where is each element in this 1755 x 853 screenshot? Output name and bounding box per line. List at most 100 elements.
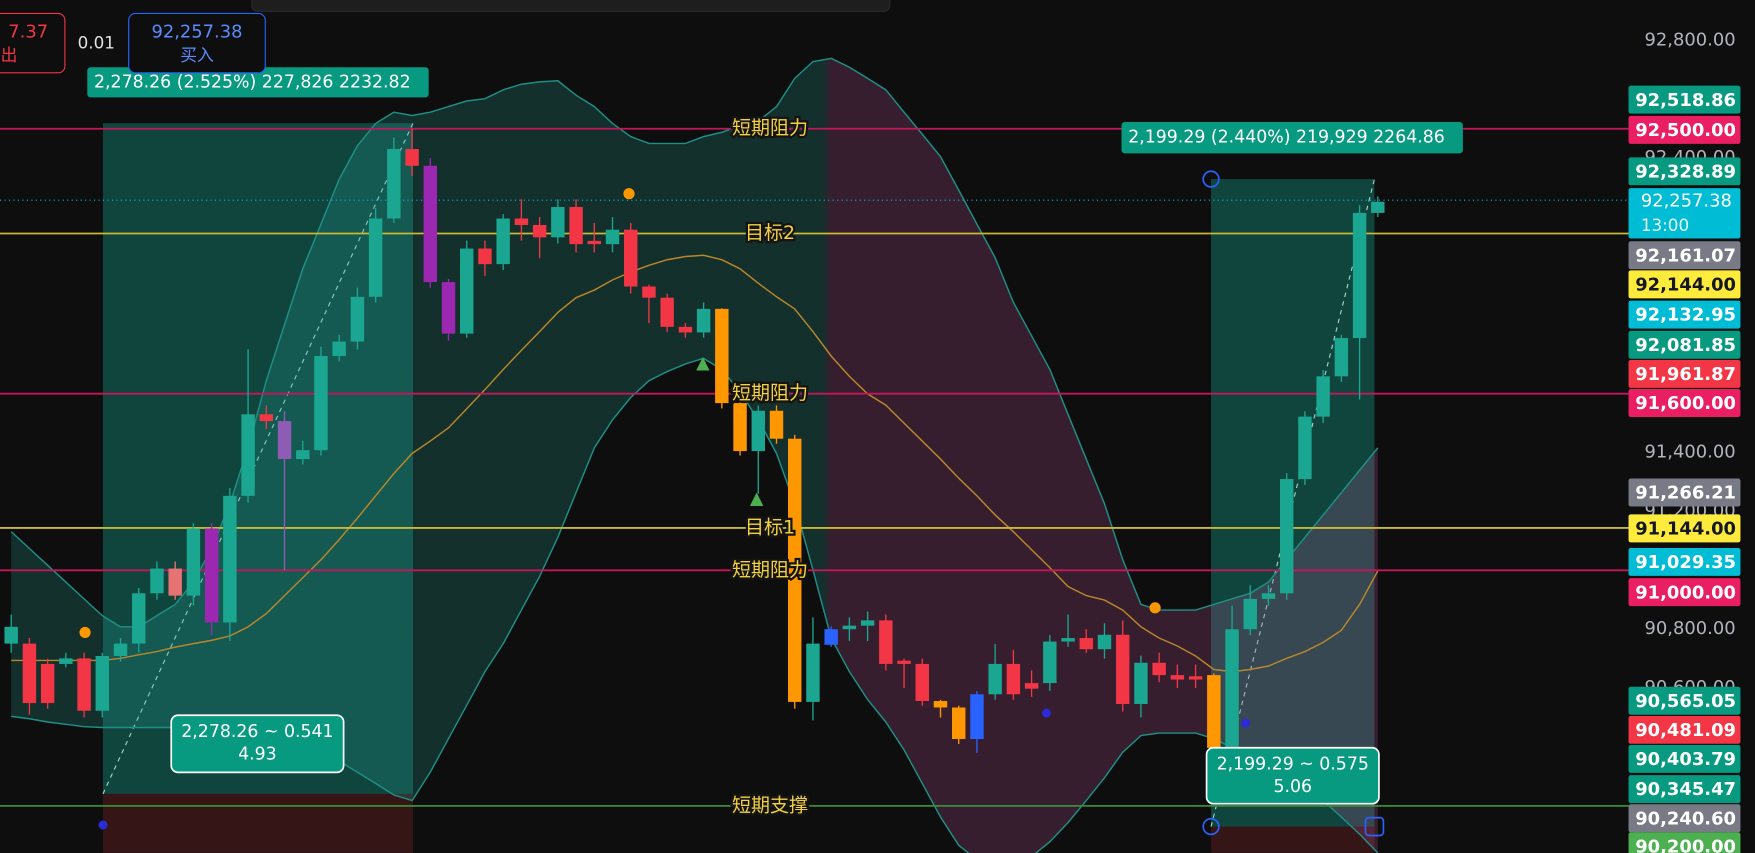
signal-triangle	[696, 357, 710, 371]
price-tag-label: 91,600.00	[1635, 393, 1736, 414]
candle-body	[788, 438, 802, 702]
candle-body	[678, 326, 693, 333]
candle-body	[1061, 638, 1075, 642]
price-tag	[1628, 514, 1741, 543]
price-tag-label: 90,481.09	[1635, 720, 1736, 741]
candle-body	[824, 629, 838, 645]
price-tag-label: 92,518.86	[1635, 90, 1736, 111]
candle-body	[460, 248, 474, 334]
candle-body	[1261, 593, 1276, 599]
candle-body	[168, 568, 182, 596]
candle-body	[1152, 662, 1166, 676]
candle-body	[806, 643, 820, 702]
candle-body	[1024, 683, 1039, 689]
price-tag	[1628, 715, 1741, 744]
price-tag	[1628, 300, 1741, 329]
price-tag	[1628, 241, 1741, 270]
last-price-label: 92,257.38	[1641, 191, 1732, 212]
last-price-tag	[1628, 188, 1741, 239]
candle-body	[150, 568, 164, 594]
sell-button[interactable]	[0, 12, 66, 74]
toolbar[interactable]	[251, 0, 891, 12]
price-tag	[1628, 804, 1741, 833]
candle-body	[314, 355, 328, 451]
candle-body	[1207, 675, 1221, 748]
price-tag-label: 91,961.87	[1635, 364, 1736, 385]
measure-bars: 4.93	[238, 744, 277, 764]
candle-body	[1170, 675, 1185, 680]
candle-body	[241, 414, 255, 496]
measure-summary-bg	[1121, 122, 1463, 154]
candle-body	[1279, 479, 1294, 594]
candle-body	[587, 240, 601, 245]
signal-dot	[79, 626, 91, 639]
price-tag	[1628, 832, 1741, 853]
level-label: 短期阻力	[732, 382, 808, 404]
candle-body	[1352, 212, 1367, 339]
candle-body	[751, 410, 765, 452]
candle-body	[1243, 598, 1257, 630]
plot-area: 2,278.26 (2.525%) 227,826 2232.82 2,278.2…	[0, 57, 1629, 853]
box-labels: 2,278.26 (2.525%) 227,826 2232.82 2,278.2…	[87, 67, 1463, 837]
candle-body	[1006, 663, 1021, 695]
candle-body	[1097, 634, 1112, 650]
candle-body	[496, 218, 510, 265]
price-axis: 92,800.0092,400.0091,400.0091,200.0090,8…	[1628, 0, 1755, 853]
price-tag-label: 91,000.00	[1635, 582, 1736, 603]
candle-body	[933, 701, 948, 708]
candle-body	[77, 658, 91, 711]
price-tag-label: 91,266.21	[1635, 483, 1736, 504]
level-label: 短期阻力	[732, 559, 808, 581]
price-tag	[1628, 359, 1741, 388]
price-tag	[1628, 775, 1741, 804]
candle-body	[478, 248, 492, 265]
candle-body	[1225, 629, 1239, 748]
level-label: 目标2	[745, 222, 795, 244]
price-tag-label: 90,240.60	[1635, 808, 1736, 829]
measure-detail-bg	[170, 714, 345, 774]
order-panel: 7.37 出 0.01 92,257.38 买入	[0, 12, 266, 74]
y-tick-label: 91,400.00	[1645, 442, 1736, 463]
price-tag	[1628, 744, 1741, 773]
buy-price: 92,257.38	[151, 22, 242, 43]
candle-body	[1298, 416, 1312, 480]
quantity[interactable]: 0.01	[78, 33, 115, 53]
level-label: 目标1	[745, 516, 795, 538]
price-tag	[1628, 578, 1741, 607]
price-tag-label: 92,161.07	[1635, 245, 1736, 266]
sell-label: 出	[1, 45, 18, 65]
candle-body	[842, 625, 857, 630]
y-tick-label: 90,800.00	[1645, 618, 1736, 639]
candle-body	[405, 149, 419, 166]
measure-detail-bg	[1205, 746, 1380, 805]
candle-body	[296, 450, 310, 460]
candle-body	[350, 296, 365, 342]
candle-body	[423, 165, 438, 283]
price-tag-label: 91,144.00	[1635, 518, 1736, 539]
candle-body	[860, 620, 875, 626]
price-tag	[1628, 270, 1741, 299]
signal-markers	[79, 188, 1251, 830]
candle-body	[551, 207, 565, 238]
candle-body	[660, 297, 674, 327]
signal-dot	[98, 820, 108, 830]
price-tag	[1628, 157, 1741, 186]
candle-body	[1043, 641, 1057, 684]
measure-summary: 2,278.26 (2.525%) 227,826 2232.82	[94, 72, 411, 92]
candle-body	[223, 495, 237, 623]
measure-stop-area	[102, 793, 414, 853]
candle-body	[441, 282, 456, 334]
signal-dot	[623, 188, 635, 200]
candle-body	[715, 308, 729, 404]
candle-body	[95, 655, 110, 711]
sell-price: 7.37	[8, 22, 48, 43]
candle-body	[40, 663, 55, 704]
price-tag	[1628, 85, 1741, 114]
buy-button[interactable]	[128, 12, 266, 74]
candle-body	[514, 218, 529, 225]
candle-body	[696, 308, 711, 333]
candle-body	[1115, 634, 1130, 704]
candle-body	[368, 218, 383, 297]
price-tag	[1628, 547, 1741, 576]
